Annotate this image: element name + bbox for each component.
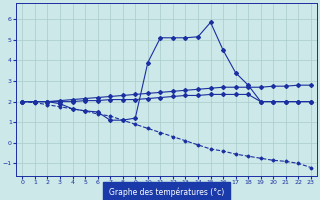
X-axis label: Graphe des températures (°c): Graphe des températures (°c) <box>109 188 224 197</box>
